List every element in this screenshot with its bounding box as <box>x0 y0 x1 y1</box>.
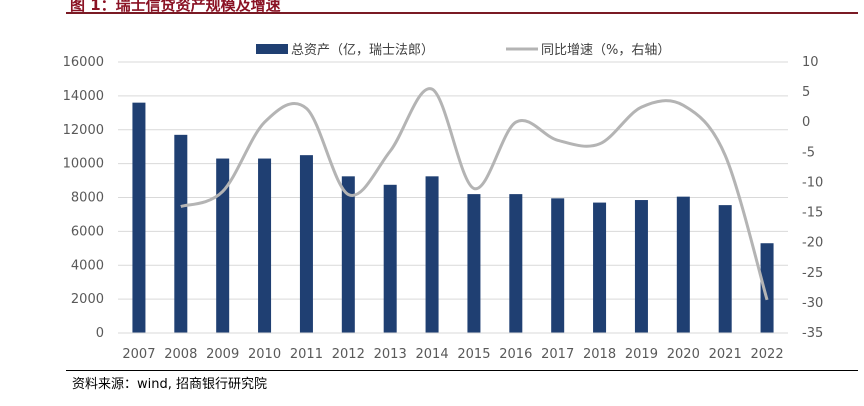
bar <box>760 243 774 333</box>
right-tick-label: 5 <box>802 85 810 100</box>
x-tick-label: 2016 <box>499 347 532 362</box>
left-tick-label: 2000 <box>71 292 104 307</box>
growth-line <box>180 87 769 301</box>
x-tick-label: 2010 <box>248 347 281 362</box>
bar <box>341 176 355 333</box>
title-rule <box>66 12 858 14</box>
right-axis-ticks: -35 -30 -25 -20 -15 -10 -5 0 5 10 <box>802 55 823 341</box>
right-tick-label: 0 <box>802 115 810 130</box>
bar-series <box>132 102 774 334</box>
right-tick-label: -20 <box>802 236 823 251</box>
x-tick-label: 2013 <box>374 347 407 362</box>
bar <box>258 158 272 333</box>
left-tick-label: 12000 <box>63 123 104 138</box>
left-tick-label: 14000 <box>63 89 104 104</box>
source-rule <box>66 370 858 371</box>
x-tick-label: 2021 <box>709 347 742 362</box>
legend-bar-swatch <box>256 44 288 54</box>
x-tick-label: 2022 <box>751 347 784 362</box>
x-tick-label: 2020 <box>667 347 700 362</box>
right-tick-label: -30 <box>802 296 823 311</box>
x-tick-label: 2011 <box>290 347 323 362</box>
x-tick-label: 2019 <box>625 347 658 362</box>
bar <box>676 196 690 333</box>
bar <box>467 194 481 333</box>
right-tick-label: 10 <box>802 55 819 70</box>
x-tick-label: 2017 <box>541 347 574 362</box>
x-tick-label: 2012 <box>332 347 365 362</box>
left-tick-label: 16000 <box>63 55 104 70</box>
right-tick-label: -15 <box>802 206 823 221</box>
x-tick-label: 2007 <box>122 347 155 362</box>
left-tick-label: 0 <box>96 326 104 341</box>
bar <box>216 158 230 333</box>
bar <box>425 176 439 333</box>
left-tick-label: 4000 <box>71 258 104 273</box>
x-tick-label: 2014 <box>416 347 449 362</box>
legend-bar-label: 总资产（亿，瑞士法郎） <box>291 43 434 58</box>
x-axis-ticks: 2007 2008 2009 2010 2011 2012 2013 2014 2015 2016… <box>122 347 783 362</box>
gridlines <box>118 61 788 300</box>
bar <box>509 194 523 333</box>
x-tick-label: 2009 <box>206 347 239 362</box>
x-tick-label: 2018 <box>583 347 616 362</box>
right-tick-label: -25 <box>802 266 823 281</box>
right-tick-label: -10 <box>802 175 823 190</box>
x-tick-label: 2015 <box>457 347 490 362</box>
legend-line-label: 同比增速（%，右轴） <box>541 43 670 58</box>
bar <box>718 205 732 333</box>
left-tick-label: 8000 <box>71 191 104 206</box>
legend: 总资产（亿，瑞士法郎） 同比增速（%，右轴） <box>256 43 670 58</box>
bar <box>174 134 188 333</box>
bar <box>551 198 565 333</box>
bar <box>383 184 397 333</box>
bar <box>593 202 607 333</box>
left-axis-ticks: 0 2000 4000 6000 8000 10000 12000 14000 16000 <box>63 55 104 341</box>
right-tick-label: -5 <box>802 145 815 160</box>
left-tick-label: 6000 <box>71 224 104 239</box>
left-tick-label: 10000 <box>63 157 104 172</box>
figure-title: 图 1：瑞士信贷资产规模及增速 <box>70 0 281 14</box>
right-tick-label: -35 <box>802 326 823 341</box>
x-tick-label: 2008 <box>164 347 197 362</box>
source-note: 资料来源：wind, 招商银行研究院 <box>72 377 268 392</box>
bar <box>634 200 648 333</box>
bar <box>132 102 146 334</box>
bar <box>299 155 313 333</box>
